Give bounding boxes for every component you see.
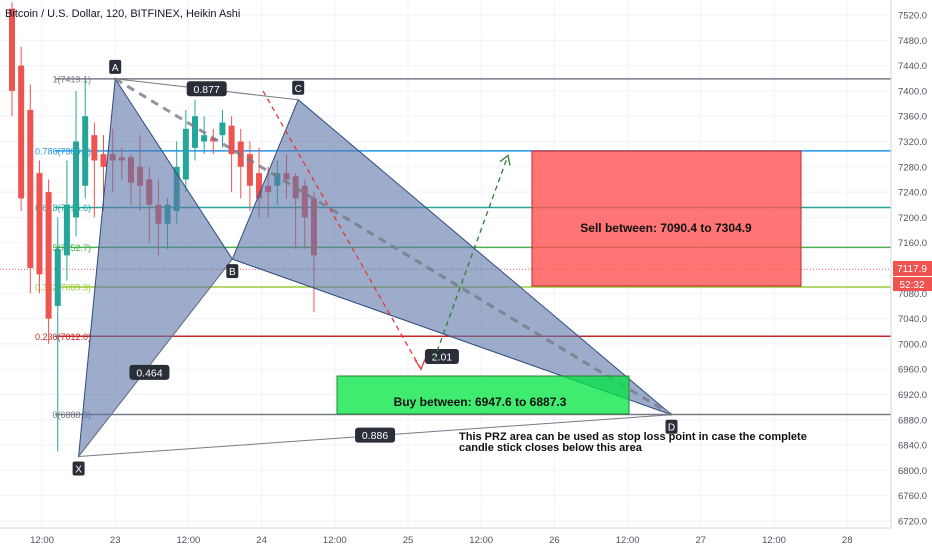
fib-level-label: 0.786(7305.1) — [35, 146, 91, 156]
candle-body — [36, 173, 43, 275]
time-axis[interactable]: 12:00 23 12:00 24 12:00 25 12:00 26 12:00 27 12:00… — [0, 527, 932, 550]
ratio-label: 2.01 — [432, 351, 453, 363]
price-tick-label: 7320.0 — [898, 137, 927, 148]
last-price-value: 7117.9 — [897, 264, 927, 275]
buy-zone[interactable]: Buy between: 6947.6 to 6887.3 — [336, 375, 630, 415]
ratio-badge — [186, 81, 227, 97]
bearish-arrow-head — [414, 358, 426, 371]
bar-countdown: 52:32 — [899, 280, 924, 291]
candle-body — [192, 116, 198, 148]
candle-body — [27, 109, 34, 268]
price-tick-label: 7280.0 — [898, 162, 927, 173]
candle-body — [210, 138, 217, 142]
bullish-arrow-head — [499, 154, 511, 166]
price-tick-label: 6880.0 — [898, 415, 927, 426]
bullish-projection-arrow — [433, 155, 509, 360]
price-tick-label: 6720.0 — [898, 517, 927, 528]
pattern-xab-triangle — [77, 77, 233, 459]
pattern-point-badge — [665, 419, 678, 434]
time-tick-label: 12:00 — [762, 535, 786, 546]
time-tick-label: 12:00 — [469, 535, 493, 546]
time-tick-label: 12:00 — [177, 535, 201, 546]
candle-body — [54, 249, 61, 306]
fib-level-label: 0.618(7215.6) — [35, 203, 91, 213]
fib-level-label: 0.236(7012.0) — [35, 332, 91, 342]
pattern-ad-dashed — [114, 77, 673, 417]
time-tick-label: 24 — [256, 535, 267, 546]
candle-body — [228, 125, 235, 155]
time-tick-label: 25 — [403, 535, 414, 546]
candle-body — [100, 154, 107, 167]
fib-level-label: 0.382(7089.9) — [35, 283, 91, 293]
time-tick-label: 12:00 — [30, 535, 54, 546]
price-tick-label: 6760.0 — [898, 491, 927, 502]
price-tick-label: 7000.0 — [898, 339, 927, 350]
pattern-point-badge — [226, 264, 239, 279]
time-tick-label: 28 — [842, 535, 853, 546]
ratio-label: 0.886 — [362, 430, 388, 442]
price-tick-label: 7240.0 — [898, 188, 927, 199]
candle-body — [63, 204, 70, 256]
ratio-badge — [424, 348, 459, 364]
fib-level-label: 1(7419.1) — [52, 74, 91, 84]
time-tick-label: 23 — [110, 535, 121, 546]
candle-body — [201, 135, 208, 142]
price-tick-label: 7040.0 — [898, 314, 927, 325]
price-tick-label: 7080.0 — [898, 289, 927, 300]
prz-note-line1: This PRZ area can be used as stop loss p… — [459, 431, 807, 443]
pattern-point-label: A — [112, 63, 119, 74]
fib-level-label: 0(6888.3) — [52, 410, 91, 420]
time-tick-label: 12:00 — [323, 535, 347, 546]
ratio-label: 0.877 — [194, 84, 220, 96]
price-tick-label: 7440.0 — [898, 61, 927, 72]
pattern-point-badge — [72, 461, 85, 476]
price-tick-label: 7520.0 — [898, 11, 927, 22]
price-tick-label: 7480.0 — [898, 36, 927, 47]
time-tick-label: 27 — [696, 535, 707, 546]
buy-zone-label: Buy between: 6947.6 to 6887.3 — [394, 395, 567, 409]
ratio-badge — [355, 427, 396, 443]
pattern-point-label: C — [295, 84, 302, 95]
candle-body — [45, 192, 52, 319]
candle-body — [82, 116, 89, 186]
candle-body — [18, 65, 25, 199]
countdown-badge — [893, 277, 932, 291]
price-tick-label: 7360.0 — [898, 112, 927, 123]
pattern-bcd-triangle — [231, 98, 672, 416]
pattern-point-badge — [109, 59, 122, 74]
price-tick-label: 6960.0 — [898, 365, 927, 376]
candle-body — [256, 173, 263, 199]
candle-body — [246, 154, 253, 186]
price-tick-label: 7160.0 — [898, 238, 927, 249]
candle-body — [219, 122, 226, 136]
candle-body — [91, 135, 98, 161]
pattern-point-label: D — [668, 423, 675, 434]
pattern-point-label: B — [229, 267, 236, 278]
last-price-badge — [893, 261, 932, 276]
candle-body — [9, 8, 15, 91]
price-tick-label: 6840.0 — [898, 441, 927, 452]
ratio-badge — [129, 364, 170, 380]
price-tick-label: 6800.0 — [898, 466, 927, 477]
candle-body — [182, 128, 189, 180]
price-tick-label: 6920.0 — [898, 390, 927, 401]
prz-note-line2: candle stick closes below this area — [459, 442, 643, 454]
pattern-xb-line — [78, 258, 233, 457]
chart-title: Bitcoin / U.S. Dollar, 120, BITFINEX, He… — [5, 8, 240, 20]
sell-zone[interactable]: Sell between: 7090.4 to 7304.9 — [531, 150, 802, 287]
sell-zone-label: Sell between: 7090.4 to 7304.9 — [580, 221, 752, 235]
time-tick-label: 12:00 — [616, 535, 640, 546]
candle-body — [73, 141, 80, 218]
price-tick-label: 7200.0 — [898, 213, 927, 224]
time-tick-label: 26 — [549, 535, 560, 546]
ratio-label: 0.464 — [136, 367, 162, 379]
price-tick-label: 7400.0 — [898, 86, 927, 97]
price-axis[interactable]: 7520.0 7480.0 7440.0 7400.0 7360.0 7320.0 7280… — [890, 0, 932, 528]
pattern-point-badge — [292, 80, 305, 95]
harmonic-pattern[interactable]: 0.877 0.464 0.886 2.01 X A B C D — [72, 59, 678, 476]
projection-arrows — [262, 90, 511, 371]
pattern-point-label: X — [75, 464, 82, 475]
